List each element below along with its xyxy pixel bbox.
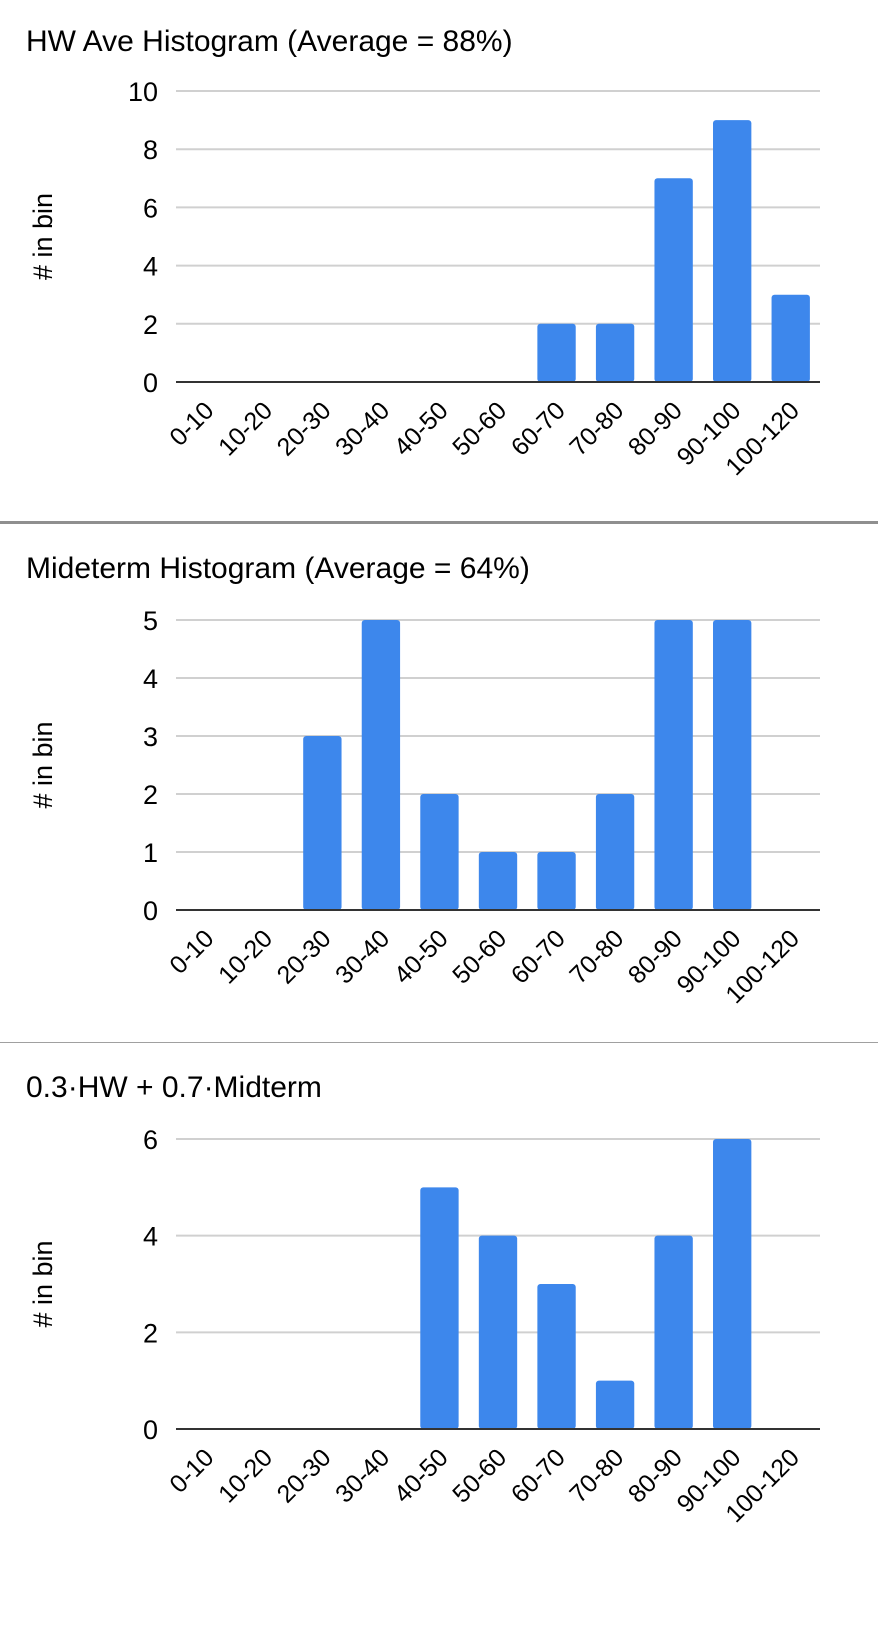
y-tick-label: 8 — [143, 135, 158, 165]
bar — [420, 794, 459, 910]
bar — [537, 1284, 576, 1429]
bar — [303, 736, 342, 910]
y-tick-label: 4 — [143, 252, 158, 282]
chart-title: HW Ave Histogram (Average = 88%) — [26, 25, 513, 58]
y-tick-label: 2 — [143, 1318, 158, 1348]
bar — [771, 294, 810, 382]
bar — [595, 1380, 635, 1429]
bar — [713, 1139, 752, 1429]
chart-divider — [0, 1042, 878, 1043]
y-tick-label: 2 — [143, 780, 158, 810]
bar — [537, 852, 576, 910]
bar — [595, 794, 635, 910]
y-tick-label: 0 — [143, 368, 158, 398]
y-axis-label: # in bin — [28, 721, 58, 808]
y-tick-label: 4 — [143, 664, 158, 694]
bar — [361, 620, 401, 910]
bar — [654, 178, 693, 382]
x-tick-label: 20-30 — [272, 1443, 337, 1508]
y-tick-label: 0 — [143, 896, 158, 926]
bar — [654, 620, 693, 910]
bar — [537, 323, 576, 382]
bar — [478, 852, 518, 910]
chart-title: 0.3·HW + 0.7·Midterm — [26, 1071, 322, 1104]
bar — [478, 1235, 518, 1429]
bar — [420, 1187, 459, 1429]
x-tick-label: 10-20 — [213, 1443, 278, 1508]
chart-panel-midterm: Mideterm Histogram (Average = 64%) 0 1 2 3 4… — [26, 552, 820, 1009]
bar — [654, 1235, 693, 1429]
y-tick-label: 3 — [143, 722, 158, 752]
y-tick-label: 6 — [143, 193, 158, 223]
y-tick-label: 2 — [143, 310, 158, 340]
y-tick-label: 0 — [143, 1415, 158, 1445]
chart-divider — [0, 521, 878, 524]
x-tick-label: 50-60 — [447, 1443, 512, 1508]
x-tick-label: 40-50 — [389, 1443, 454, 1508]
y-axis-label: # in bin — [28, 1240, 58, 1327]
chart-title: Mideterm Histogram (Average = 64%) — [26, 552, 530, 585]
chart-panel-hw: HW Ave Histogram (Average = 88%) 0 2 4 6 8 10… — [0, 0, 878, 525]
y-tick-label: 1 — [143, 838, 158, 868]
bar — [713, 120, 752, 382]
y-tick-label: 5 — [143, 606, 158, 636]
y-tick-label: 10 — [128, 77, 158, 107]
x-tick-label: 30-40 — [330, 1443, 395, 1508]
y-tick-label: 4 — [143, 1222, 158, 1252]
y-tick-label: 6 — [143, 1125, 158, 1155]
bar — [595, 323, 635, 382]
y-axis-label: # in bin — [28, 193, 58, 280]
bar — [713, 620, 752, 910]
x-tick-label: 0-10 — [164, 1443, 219, 1498]
x-tick-label: 70-80 — [564, 1443, 629, 1508]
x-tick-label: 60-70 — [506, 1443, 571, 1508]
